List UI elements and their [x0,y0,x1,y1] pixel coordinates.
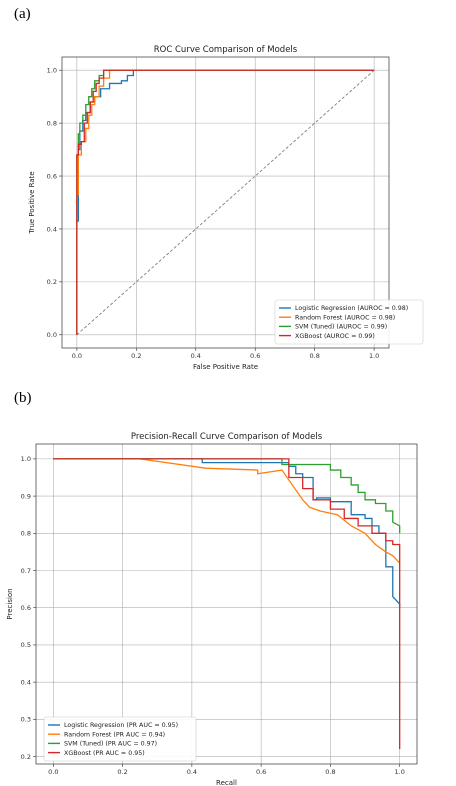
y-tick-label: 0.0 [47,331,57,339]
y-tick-label: 1.0 [47,67,57,75]
legend-box [274,299,424,345]
series-line-svm [53,458,401,534]
y-tick-label: 0.9 [21,492,31,500]
y-tick-label: 0.6 [21,604,31,612]
x-tick-label: 0.8 [310,352,320,360]
y-tick-label: 0.4 [21,678,31,686]
y-tick-label: 1.0 [21,455,31,463]
legend-label-xgboost: XGBoost (PR AUC = 0.95) [64,750,145,757]
x-tick-label: 1.0 [369,352,379,360]
y-axis-label: True Positive Rate [28,171,36,234]
legend-label-xgboost: XGBoost (AUROC = 0.99) [295,333,375,340]
x-tick-label: 1.0 [395,768,405,776]
x-tick-label: 0.6 [256,768,266,776]
chart-title: Precision-Recall Curve Comparison of Mod… [131,432,323,442]
y-axis-label: Precision [6,588,14,619]
y-tick-label: 0.7 [21,567,31,575]
x-tick-label: 0.2 [117,768,127,776]
y-tick-label: 0.6 [47,172,57,180]
series-line-xgboost [53,458,401,750]
legend-box [43,716,197,762]
x-axis-label: False Positive Rate [193,363,258,371]
y-tick-label: 0.4 [47,225,57,233]
x-tick-label: 0.4 [191,352,201,360]
y-tick-label: 0.2 [21,753,31,761]
plot-frame [61,56,390,349]
x-tick-label: 0.8 [325,768,335,776]
panel-label-a: (a) [14,6,31,22]
series-line-random_forest [76,69,375,335]
x-tick-label: 0.6 [250,352,260,360]
series-line-xgboost [76,69,375,335]
x-tick-label: 0.0 [48,768,58,776]
y-tick-label: 0.3 [21,716,31,724]
legend-label-random_forest: Random Forest (AUROC = 0.98) [295,314,395,321]
panel-label-b: (b) [14,390,32,406]
roc-chart: 0.0 0.2 0.4 0.6 0.8 1.0 0.0 0.2 0.4 0.6 0.8 1.0 ROC … [28,45,424,371]
y-tick-label: 0.8 [21,530,31,538]
chart-title: ROC Curve Comparison of Models [154,45,298,55]
legend-label-svm: SVM (Tuned) (PR AUC = 0.97) [64,741,157,748]
diagonal-reference-line [76,69,375,336]
series-line-random_forest [53,458,401,564]
legend-label-logistic: Logistic Regression (AUROC = 0.98) [295,305,408,312]
legend-label-logistic: Logistic Regression (PR AUC = 0.95) [64,722,178,729]
plot-frame [35,443,418,765]
legend-label-random_forest: Random Forest (PR AUC = 0.94) [64,731,165,738]
x-axis-label: Recall [216,779,237,786]
x-tick-label: 0.0 [72,352,82,360]
series-line-svm [76,69,375,335]
y-tick-label: 0.8 [47,119,57,127]
y-tick-label: 0.2 [47,278,57,286]
y-tick-label: 0.5 [21,641,31,649]
x-tick-label: 0.2 [131,352,141,360]
legend-label-svm: SVM (Tuned) (AUROC = 0.99) [295,324,387,331]
x-tick-label: 0.4 [187,768,197,776]
